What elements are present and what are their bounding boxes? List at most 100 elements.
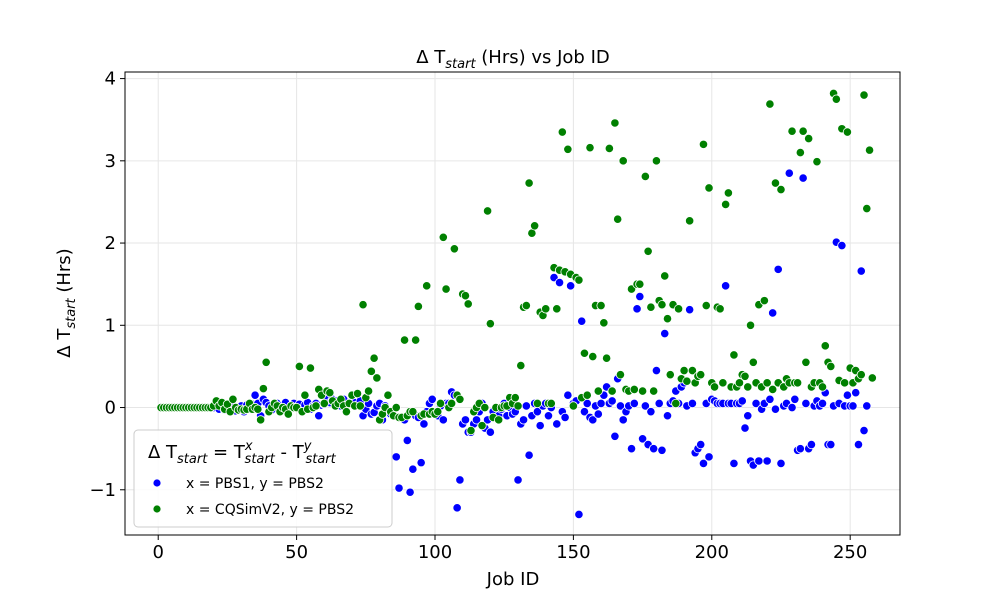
data-point [466, 425, 476, 436]
data-point [524, 450, 534, 460]
data-point [770, 404, 781, 414]
data-point [673, 304, 684, 314]
data-point [696, 439, 706, 450]
data-point [524, 178, 534, 188]
data-point [665, 370, 675, 380]
data-point [685, 216, 695, 226]
data-point [408, 407, 418, 417]
data-point [610, 118, 620, 128]
data-point [363, 386, 374, 396]
legend-label-pbs1: x = PBS1, y = PBS2 [186, 476, 324, 492]
y-axis-title: Δ Tstart (Hrs) [54, 248, 79, 357]
data-point [754, 456, 764, 466]
data-point [593, 386, 603, 396]
y-tick-label: 2 [105, 233, 116, 254]
data-point [535, 421, 545, 431]
data-point [787, 402, 797, 413]
data-point [773, 264, 783, 274]
data-point [256, 415, 266, 425]
data-point [261, 357, 271, 367]
data-point [759, 296, 769, 306]
data-point [585, 143, 595, 153]
data-point [637, 434, 648, 444]
data-point [599, 318, 609, 328]
data-point [452, 503, 462, 513]
data-point [657, 300, 667, 310]
data-point [795, 147, 805, 158]
data-point [859, 425, 869, 436]
data-point [826, 439, 836, 450]
data-point [341, 407, 352, 417]
data-point [734, 378, 745, 388]
data-point [250, 390, 260, 400]
data-point [494, 415, 504, 425]
data-point [729, 350, 739, 360]
data-point [405, 487, 415, 497]
x-tick-label: 50 [285, 542, 308, 563]
data-point [521, 401, 531, 411]
data-point [433, 407, 443, 417]
data-point [366, 366, 376, 376]
legend-label-cqsimv2: x = CQSimV2, y = PBS2 [186, 502, 354, 518]
data-point [411, 335, 421, 345]
data-point [588, 415, 598, 425]
axis-ticks: 0 50 100 150 200 250 −1 0 1 2 3 4 [89, 69, 867, 563]
data-point [566, 281, 576, 291]
data-point [560, 412, 570, 422]
data-point [294, 361, 304, 372]
data-point [574, 275, 584, 285]
data-point [394, 483, 404, 493]
data-point [311, 401, 321, 411]
data-point [795, 444, 805, 454]
data-point [563, 144, 573, 154]
data-point [319, 398, 329, 409]
data-point [352, 388, 363, 399]
data-point [660, 271, 670, 281]
data-point [840, 378, 850, 388]
data-point [541, 304, 551, 314]
data-point [355, 401, 365, 411]
data-point [449, 244, 459, 254]
data-point [563, 390, 573, 400]
data-point [856, 266, 866, 276]
data-point [817, 382, 828, 392]
data-point [862, 203, 872, 214]
data-point [626, 444, 637, 454]
data-point [596, 300, 606, 311]
data-point [455, 394, 465, 404]
y-tick-label: −1 [89, 480, 116, 501]
data-point [568, 401, 578, 411]
data-point [383, 390, 393, 400]
y-tick-label: 4 [105, 69, 116, 90]
data-point [842, 390, 853, 400]
data-point [314, 411, 324, 421]
data-point [258, 384, 268, 394]
data-point [460, 291, 471, 301]
data-point [776, 185, 786, 195]
data-point [358, 300, 368, 310]
data-point [798, 126, 808, 136]
legend-box [133, 429, 393, 528]
data-point [554, 277, 565, 288]
data-point [784, 168, 794, 178]
data-point [792, 378, 803, 388]
data-point [679, 365, 689, 376]
data-point [635, 279, 645, 289]
data-point [654, 398, 664, 409]
data-point [613, 214, 623, 224]
data-point [657, 445, 667, 455]
data-point [588, 351, 598, 362]
data-point [369, 353, 379, 363]
data-point [646, 407, 656, 417]
data-point [715, 304, 725, 314]
data-point [737, 396, 747, 406]
data-point [372, 373, 382, 383]
data-point [820, 341, 830, 351]
data-point [765, 99, 775, 109]
data-point [447, 398, 457, 409]
data-point [801, 357, 811, 367]
data-point [748, 357, 758, 367]
data-point [546, 398, 556, 409]
data-point [768, 308, 778, 318]
